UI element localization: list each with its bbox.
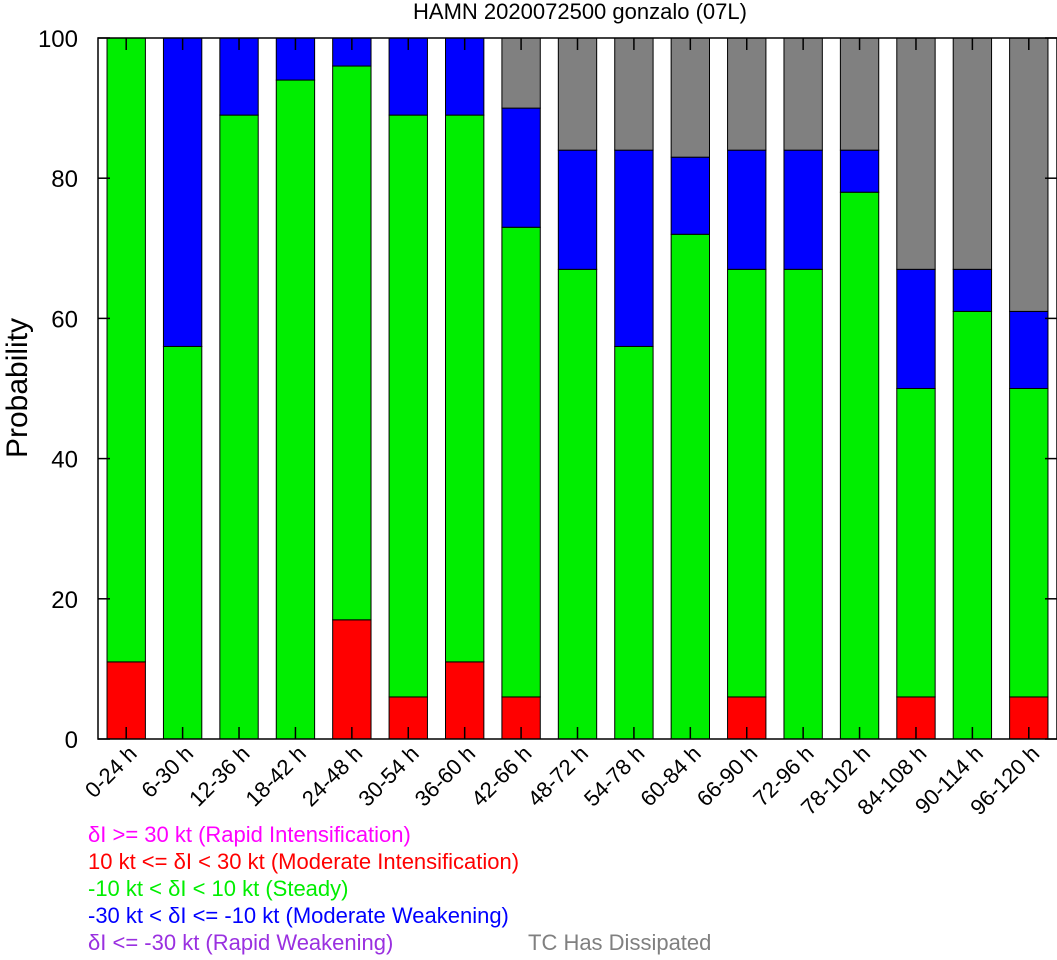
bar-segment-5-1 bbox=[388, 114, 428, 698]
x-tick-label-10: 60-84 h bbox=[635, 741, 705, 811]
bar-segment-16-1 bbox=[1009, 388, 1049, 698]
legend-rapid-weakening: δI <= -30 kt (Rapid Weakening) bbox=[88, 930, 394, 955]
x-tick-label-9: 54-78 h bbox=[579, 741, 649, 811]
bar-segment-16-2 bbox=[1009, 310, 1049, 390]
bar-segment-14-3 bbox=[896, 37, 936, 270]
bar-segment-6-2 bbox=[445, 37, 485, 116]
bar-segment-9-2 bbox=[614, 149, 654, 347]
x-tick-label-11: 66-90 h bbox=[692, 741, 762, 811]
y-tick-label-1: 20 bbox=[51, 587, 78, 614]
x-tick-label-3: 18-42 h bbox=[241, 741, 311, 811]
legend-moderate-intensification: 10 kt <= δI < 30 kt (Moderate Intensific… bbox=[88, 849, 520, 874]
bar-segment-10-1 bbox=[670, 233, 711, 740]
bar-segment-7-2 bbox=[501, 107, 541, 228]
bar-segment-8-3 bbox=[557, 37, 598, 151]
bar-segment-11-1 bbox=[727, 268, 767, 698]
bar-segment-14-2 bbox=[896, 268, 936, 389]
bar-segment-8-1 bbox=[557, 268, 598, 740]
bar-segment-0-1 bbox=[106, 37, 146, 663]
bar-segment-6-1 bbox=[445, 114, 485, 663]
y-tick-label-2: 40 bbox=[51, 447, 78, 474]
bar-segment-10-2 bbox=[670, 156, 711, 235]
bar-segment-15-2 bbox=[952, 268, 993, 312]
bar-segment-16-3 bbox=[1009, 37, 1049, 312]
y-axis-label: Probability bbox=[1, 318, 34, 458]
x-tick-label-7: 42-66 h bbox=[466, 741, 536, 811]
bar-segment-12-3 bbox=[783, 37, 823, 151]
x-tick-label-8: 48-72 h bbox=[523, 741, 593, 811]
y-tick-label-0: 0 bbox=[65, 727, 78, 754]
bars-group bbox=[106, 37, 1049, 740]
x-tick-label-2: 12-36 h bbox=[184, 741, 254, 811]
bar-segment-9-3 bbox=[614, 37, 654, 151]
bar-segment-5-2 bbox=[388, 37, 428, 116]
x-tick-label-6: 36-60 h bbox=[410, 741, 480, 811]
legend-moderate-weakening: -30 kt < δI <= -10 kt (Moderate Weakenin… bbox=[88, 903, 509, 928]
bar-segment-15-1 bbox=[952, 310, 993, 740]
bar-segment-13-1 bbox=[839, 191, 880, 740]
y-tick-label-5: 100 bbox=[38, 26, 78, 53]
legend-steady: -10 kt < δI < 10 kt (Steady) bbox=[88, 876, 349, 901]
bar-segment-0-0 bbox=[106, 661, 146, 740]
x-tick-label-0: 0-24 h bbox=[80, 741, 142, 803]
bar-segment-14-1 bbox=[896, 388, 936, 698]
bar-segment-4-1 bbox=[332, 65, 372, 621]
bar-segment-13-3 bbox=[839, 37, 880, 151]
bar-segment-3-1 bbox=[275, 79, 316, 740]
bar-segment-9-1 bbox=[614, 345, 654, 740]
bar-segment-11-2 bbox=[727, 149, 767, 270]
legend-dissipated: TC Has Dissipated bbox=[528, 930, 712, 955]
bar-segment-2-1 bbox=[219, 114, 259, 740]
x-tick-label-4: 24-48 h bbox=[297, 741, 367, 811]
x-tick-label-5: 30-54 h bbox=[353, 741, 423, 811]
bar-segment-11-3 bbox=[727, 37, 767, 151]
bar-segment-12-2 bbox=[783, 149, 823, 270]
bar-segment-13-2 bbox=[839, 149, 880, 193]
y-tick-label-4: 80 bbox=[51, 166, 78, 193]
chart-title: HAMN 2020072500 gonzalo (07L) bbox=[413, 0, 747, 24]
bar-segment-2-2 bbox=[219, 37, 259, 116]
bar-segment-1-1 bbox=[162, 345, 203, 740]
bar-segment-15-3 bbox=[952, 37, 993, 270]
legend-rapid-intensification: δI >= 30 kt (Rapid Intensification) bbox=[88, 822, 411, 847]
bar-segment-4-0 bbox=[332, 619, 372, 740]
bar-segment-10-3 bbox=[670, 37, 711, 158]
y-tick-label-3: 60 bbox=[51, 306, 78, 333]
bar-segment-12-1 bbox=[783, 268, 823, 740]
bar-segment-8-2 bbox=[557, 149, 598, 270]
bar-segment-4-2 bbox=[332, 37, 372, 67]
bar-segment-1-2 bbox=[162, 37, 203, 347]
bar-segment-7-1 bbox=[501, 226, 541, 698]
